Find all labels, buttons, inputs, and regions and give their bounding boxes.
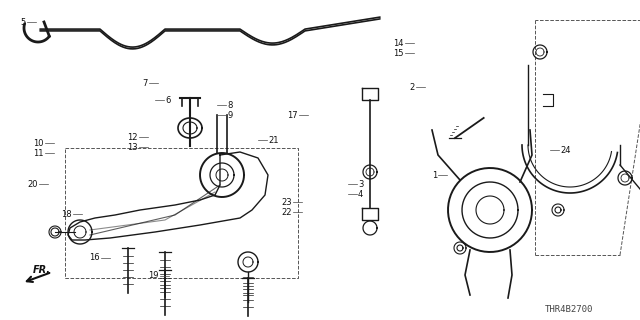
Text: 1: 1 [432, 171, 437, 180]
Text: 23: 23 [282, 197, 292, 206]
Text: 14: 14 [394, 38, 404, 47]
Text: 16: 16 [90, 253, 100, 262]
Text: 5: 5 [20, 18, 26, 27]
Text: 10: 10 [33, 139, 44, 148]
Text: 18: 18 [61, 210, 72, 219]
Text: FR.: FR. [33, 265, 51, 275]
Text: 22: 22 [282, 207, 292, 217]
Text: 8: 8 [227, 100, 232, 109]
Text: 15: 15 [394, 49, 404, 58]
Text: THR4B2700: THR4B2700 [545, 306, 593, 315]
Text: 12: 12 [127, 132, 138, 141]
Text: 4: 4 [358, 189, 364, 198]
Text: 19: 19 [148, 271, 159, 281]
Text: 17: 17 [287, 110, 298, 119]
Text: 24: 24 [560, 146, 570, 155]
Text: 9: 9 [227, 110, 232, 119]
Text: 11: 11 [33, 148, 44, 157]
Text: 7: 7 [143, 78, 148, 87]
Text: 3: 3 [358, 180, 364, 188]
Text: 20: 20 [28, 180, 38, 188]
Text: 13: 13 [127, 142, 138, 151]
Text: 21: 21 [268, 135, 278, 145]
Text: 2: 2 [410, 83, 415, 92]
Text: 6: 6 [165, 95, 170, 105]
